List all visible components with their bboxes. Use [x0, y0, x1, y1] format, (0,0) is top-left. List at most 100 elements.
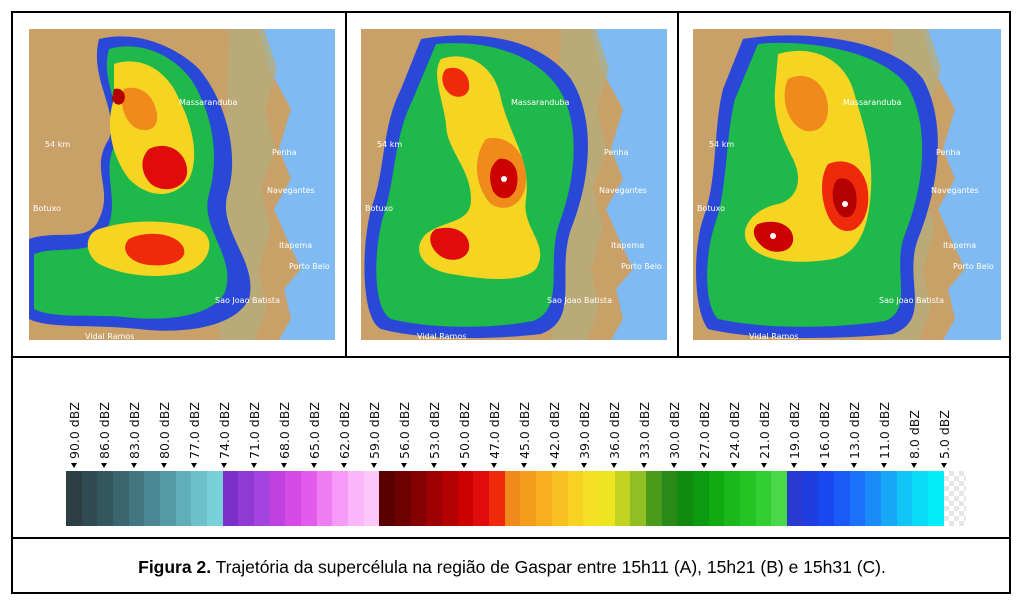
scale-tick-label: 65.0 dBZ [307, 402, 322, 459]
city-label-navegantes: Navegantes [599, 186, 647, 195]
colorbar-swatch [410, 471, 427, 526]
city-label-sao-joao-batista: Sao Joao Batista [215, 296, 280, 305]
caption-text: Trajetória da supercélula na região de G… [211, 557, 886, 577]
colorbar-swatch [536, 471, 552, 526]
scale-tick-mark [551, 463, 557, 468]
scale-tick-mark [911, 463, 917, 468]
radar-map-c: Massaranduba 54 km Penha Navegantes Botu… [693, 29, 1001, 340]
colorbar-swatch [771, 471, 787, 526]
scale-tick-mark [941, 463, 947, 468]
scale-tick-mark [251, 463, 257, 468]
divider-scale-caption [11, 537, 1011, 539]
scale-tick-label: 27.0 dBZ [697, 402, 712, 459]
figure-frame [11, 11, 1011, 594]
city-label-navegantes: Navegantes [931, 186, 979, 195]
colorbar-swatch [818, 471, 834, 526]
colorbar-swatch [504, 471, 521, 526]
radar-map-b: Massaranduba 54 km Penha Navegantes Botu… [361, 29, 667, 340]
city-label-massaranduba: Massaranduba [511, 98, 570, 107]
scale-tick-label: 68.0 dBZ [277, 402, 292, 459]
colorbar-swatch [457, 471, 474, 526]
scale-tick-label: 16.0 dBZ [817, 402, 832, 459]
figure-caption: Figura 2. Trajetória da supercélula na r… [0, 557, 1024, 578]
city-label-sao-joao-batista: Sao Joao Batista [879, 296, 944, 305]
colorbar-swatch [222, 471, 239, 526]
colorbar-swatch [865, 471, 881, 526]
scale-tick-label: 74.0 dBZ [217, 402, 232, 459]
city-label-botuxo: Botuxo [365, 204, 393, 213]
scale-tick-label: 45.0 dBZ [517, 402, 532, 459]
scale-tick-label: 90.0 dBZ [67, 402, 82, 459]
scale-tick-mark [281, 463, 287, 468]
city-label-itapema: Itapema [611, 241, 644, 250]
colorbar-swatch [442, 471, 458, 526]
scale-tick-label: 19.0 dBZ [787, 402, 802, 459]
scale-tick-mark [881, 463, 887, 468]
city-label-porto-belo: Porto Belo [953, 262, 994, 271]
colorbar-swatch [113, 471, 129, 526]
range-label: 54 km [377, 140, 402, 149]
city-label-sao-joao-batista: Sao Joao Batista [547, 296, 612, 305]
scale-tick-label: 50.0 dBZ [457, 402, 472, 459]
colorbar-swatch [880, 471, 897, 526]
scale-tick-mark [431, 463, 437, 468]
city-label-vidal-ramos: Vidal Ramos [417, 332, 466, 340]
colorbar-swatch [677, 471, 693, 526]
colorbar-swatch [912, 471, 928, 526]
city-label-itapema: Itapema [279, 241, 312, 250]
scale-tick-label: 56.0 dBZ [397, 402, 412, 459]
colorbar-swatch [551, 471, 568, 526]
city-label-penha: Penha [272, 148, 297, 157]
scale-tick-mark [101, 463, 107, 468]
colorbar-transparent-end [944, 471, 966, 526]
city-label-vidal-ramos: Vidal Ramos [749, 332, 798, 340]
colorbar-swatch [207, 471, 223, 526]
city-label-massaranduba: Massaranduba [843, 98, 902, 107]
scale-tick-label: 30.0 dBZ [667, 402, 682, 459]
scale-tick-mark [611, 463, 617, 468]
scale-tick-mark [581, 463, 587, 468]
colorbar-swatch [802, 471, 819, 526]
scale-tick-label: 59.0 dBZ [367, 402, 382, 459]
scale-tick-mark [191, 463, 197, 468]
divider-map-b-c [677, 11, 679, 358]
scale-tick-mark [671, 463, 677, 468]
colorbar-swatch [348, 471, 364, 526]
colorbar-swatch [927, 471, 944, 526]
colorbar-swatch [254, 471, 270, 526]
city-label-massaranduba: Massaranduba [179, 98, 238, 107]
scale-tick-mark [371, 463, 377, 468]
divider-map-a-b [345, 11, 347, 358]
colorbar-swatch [316, 471, 333, 526]
colorbar-swatch [598, 471, 615, 526]
colorbar-swatch [160, 471, 176, 526]
colorbar-swatch [175, 471, 192, 526]
scale-tick-label: 5.0 dBZ [937, 410, 952, 459]
colorbar-swatch [269, 471, 286, 526]
scale-tick-mark [821, 463, 827, 468]
scale-tick-mark [701, 463, 707, 468]
colorbar-swatch [363, 471, 380, 526]
colorbar-swatch [332, 471, 349, 526]
scale-tick-mark [71, 463, 77, 468]
dbz-color-scale: 90.0 dBZ 86.0 dBZ 83.0 dBZ 80.0 dBZ 77.0 dBZ… [66, 383, 966, 543]
colorbar-swatch [849, 471, 866, 526]
scale-tick-label: 86.0 dBZ [97, 402, 112, 459]
city-label-itapema: Itapema [943, 241, 976, 250]
colorbar-swatch [128, 471, 145, 526]
scale-tick-label: 62.0 dBZ [337, 402, 352, 459]
divider-maps-scale [11, 356, 1011, 358]
colorbar-swatch [583, 471, 599, 526]
colorbar-swatch [144, 471, 161, 526]
colorbar-swatch [301, 471, 317, 526]
scale-tick-label: 11.0 dBZ [877, 402, 892, 459]
colorbar-swatch [66, 471, 82, 526]
scale-tick-label: 53.0 dBZ [427, 402, 442, 459]
colorbar-swatch [567, 471, 584, 526]
colorbar-swatch [724, 471, 740, 526]
scale-tick-mark [461, 463, 467, 468]
colorbar-swatch [708, 471, 725, 526]
scale-tick-mark [761, 463, 767, 468]
scale-tick-mark [731, 463, 737, 468]
colorbar-swatch [191, 471, 208, 526]
